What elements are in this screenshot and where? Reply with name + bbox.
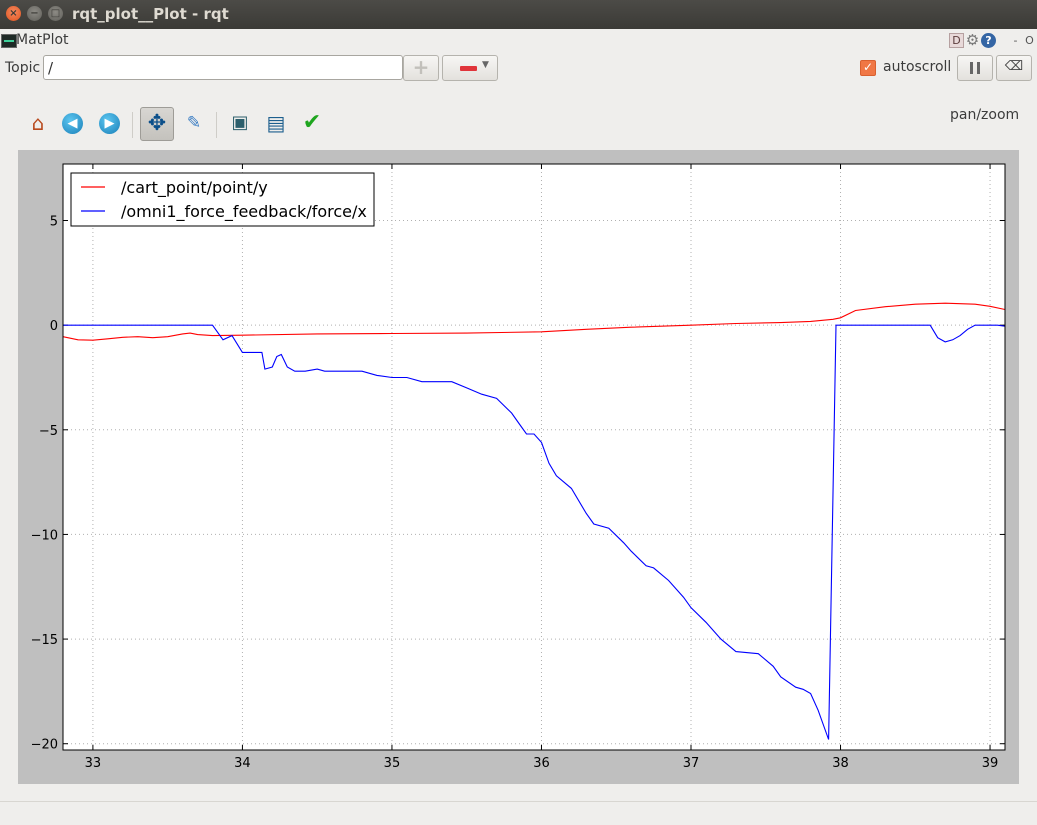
plot-area[interactable] bbox=[63, 164, 1005, 750]
window-maximize-button[interactable]: □ bbox=[48, 6, 63, 21]
topic-input[interactable] bbox=[43, 55, 403, 80]
edit-curves-icon[interactable]: ✔ bbox=[302, 110, 322, 135]
minus-icon bbox=[460, 66, 477, 71]
dock-icon[interactable]: D bbox=[949, 33, 964, 48]
clear-icon: ⌫ bbox=[1004, 59, 1024, 74]
x-tick-label: 37 bbox=[683, 756, 700, 771]
maximize-icon: □ bbox=[50, 8, 61, 19]
window-close-button[interactable]: × bbox=[6, 6, 21, 21]
minimize-icon: − bbox=[30, 8, 39, 19]
save-icon[interactable]: ▤ bbox=[266, 111, 286, 135]
clear-button[interactable]: ⌫ bbox=[996, 55, 1032, 81]
topic-label: Topic bbox=[5, 60, 41, 76]
remove-topic-button[interactable]: ▼ bbox=[442, 55, 498, 81]
plus-icon: + bbox=[412, 55, 430, 79]
status-bar bbox=[0, 801, 1037, 825]
zoom-icon[interactable]: ✎ bbox=[186, 113, 202, 133]
chevron-down-icon: ▼ bbox=[482, 60, 489, 70]
plot-frame bbox=[62, 163, 1006, 751]
series-line-omni1-force-x bbox=[63, 324, 1006, 740]
toolbar-separator bbox=[132, 112, 133, 138]
y-tick-label: −5 bbox=[39, 424, 58, 439]
pause-button[interactable] bbox=[957, 55, 993, 81]
x-tick-label: 38 bbox=[832, 756, 849, 771]
x-tick-label: 33 bbox=[85, 756, 102, 771]
window-titlebar: × − □ rqt_plot__Plot - rqt bbox=[0, 0, 1037, 29]
y-tick-label: −10 bbox=[31, 528, 58, 543]
window-minimize-button[interactable]: − bbox=[27, 6, 42, 21]
gear-icon[interactable]: ⚙ bbox=[965, 31, 980, 49]
x-tick-label: 36 bbox=[533, 756, 550, 771]
add-topic-button[interactable]: + bbox=[403, 55, 439, 81]
forward-icon[interactable]: ▶ bbox=[99, 113, 120, 134]
toolbar-mode-label: pan/zoom bbox=[950, 107, 1020, 123]
subplots-icon[interactable]: ▣ bbox=[231, 112, 249, 133]
y-tick-label: 5 bbox=[50, 215, 58, 230]
x-tick-label: 35 bbox=[384, 756, 401, 771]
autoscroll-checkbox[interactable]: ✓ bbox=[860, 60, 876, 76]
window-title: rqt_plot__Plot - rqt bbox=[72, 5, 229, 23]
matplot-app-icon bbox=[1, 34, 17, 48]
x-tick-label: 34 bbox=[234, 756, 251, 771]
y-tick-label: −20 bbox=[31, 738, 58, 753]
help-icon[interactable]: ? bbox=[981, 33, 996, 48]
close-plugin-button[interactable]: O bbox=[1025, 34, 1034, 47]
legend-label: /omni1_force_feedback/force/x bbox=[121, 202, 367, 222]
plugin-title: MatPlot bbox=[16, 32, 69, 48]
pan-icon[interactable]: ✥ bbox=[140, 107, 174, 141]
x-tick-label: 39 bbox=[982, 756, 999, 771]
close-icon: × bbox=[9, 8, 18, 19]
back-icon[interactable]: ◀ bbox=[62, 113, 83, 134]
plot-canvas[interactable]: 33 34 35 36 37 38 39 5 0 −5 −10 −15 −20/cart_point/p… bbox=[18, 150, 1019, 784]
legend-box bbox=[70, 172, 375, 227]
toolbar-separator bbox=[216, 112, 217, 138]
series-line-cart-point-y bbox=[62, 302, 1006, 341]
autoscroll-label: autoscroll bbox=[883, 59, 952, 75]
y-tick-label: −15 bbox=[31, 633, 58, 648]
home-icon[interactable]: ⌂ bbox=[31, 111, 45, 135]
minimize-plugin-button[interactable]: - bbox=[1013, 34, 1018, 47]
legend-label: /cart_point/point/y bbox=[121, 178, 268, 198]
y-tick-label: 0 bbox=[50, 319, 58, 334]
plot-figure[interactable]: 33 34 35 36 37 38 39 5 0 −5 −10 −15 −20/cart_point/p… bbox=[18, 150, 1019, 784]
